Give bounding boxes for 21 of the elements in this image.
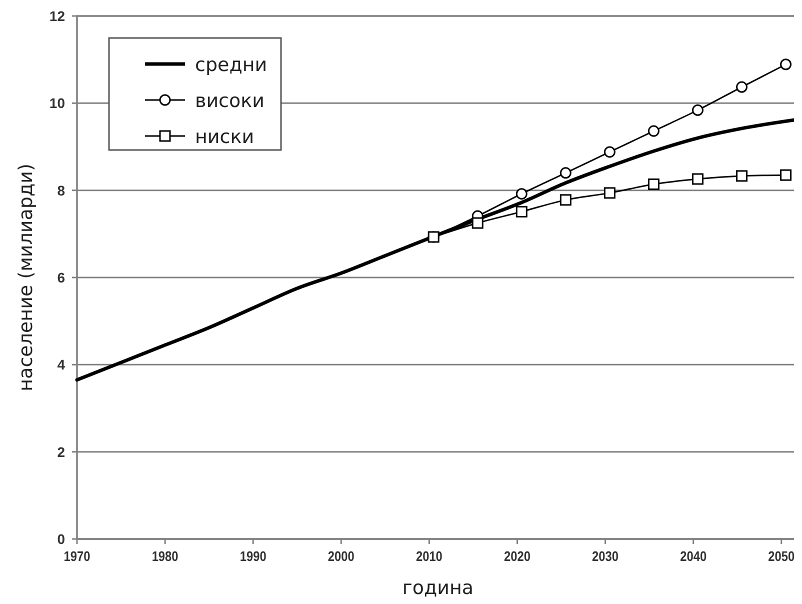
y-axis-title: население (милиарди)	[15, 164, 37, 392]
x-tick-label: 2020	[504, 548, 530, 564]
y-tick-label: 8	[57, 182, 66, 198]
x-tick-label: 2030	[592, 548, 619, 564]
x-axis-title: година	[402, 577, 474, 599]
x-tick-label: 2050	[768, 548, 795, 564]
x-tick-label: 1970	[64, 548, 90, 564]
x-tick-label: 1980	[152, 548, 178, 564]
y-tick-label: 4	[57, 356, 66, 373]
x-tick-label: 2000	[328, 548, 354, 564]
y-tick-label: 10	[49, 95, 66, 112]
x-tick-label: 1990	[240, 548, 266, 564]
y-tick-label: 12	[49, 8, 66, 24]
x-tick-label: 2040	[680, 548, 707, 564]
y-tick-label: 6	[57, 270, 66, 286]
legend-label: ниски	[195, 126, 254, 148]
y-tick-label: 2	[57, 444, 66, 460]
y-tick-label: 0	[57, 531, 66, 547]
x-tick-label: 2010	[416, 548, 442, 564]
legend-label: високи	[195, 90, 264, 112]
legend-label: средни	[195, 54, 268, 76]
